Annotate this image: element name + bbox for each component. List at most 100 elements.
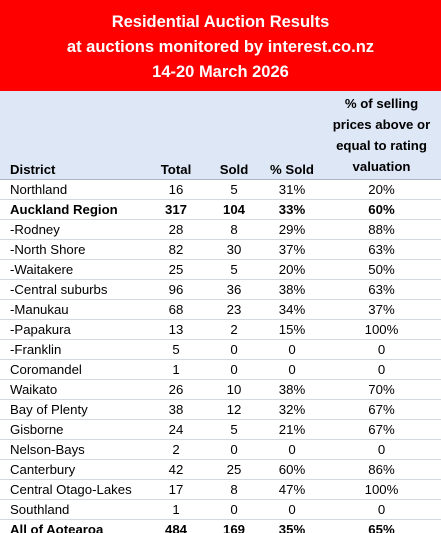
cell-pct-sold: 29%: [262, 219, 322, 240]
cell-district: -Franklin: [0, 339, 146, 360]
cell-pct-sold: 15%: [262, 319, 322, 340]
table-header-row: District Total Sold % Sold % of selling …: [0, 91, 441, 180]
cell-pct-sold: 37%: [262, 239, 322, 260]
cell-total: 96: [146, 279, 206, 300]
cell-pct-sold: 38%: [262, 379, 322, 400]
cell-pct-sold: 21%: [262, 419, 322, 440]
table-body: Northland 16 5 31% 20% Auckland Region 317 104 3…: [0, 179, 441, 533]
column-header-sold: Sold: [206, 91, 262, 180]
title-line-3: 14-20 March 2026: [152, 63, 289, 81]
cell-pct-sold: 47%: [262, 479, 322, 500]
cell-above-rating-valuation: 0: [322, 339, 441, 360]
cell-district: Coromandel: [0, 359, 146, 380]
column-header-district: District: [0, 91, 146, 180]
cell-total: 24: [146, 419, 206, 440]
cell-district: All of Aotearoa: [0, 519, 146, 533]
cell-district: Southland: [0, 499, 146, 520]
cell-total: 16: [146, 179, 206, 200]
table-row: Bay of Plenty 38 12 32% 67%: [0, 399, 441, 420]
cell-district: Bay of Plenty: [0, 399, 146, 420]
cell-sold: 25: [206, 459, 262, 480]
cell-above-rating-valuation: 20%: [322, 179, 441, 200]
header-val-line-2: prices above or: [332, 117, 431, 132]
table-row: Central Otago-Lakes 17 8 47% 100%: [0, 479, 441, 500]
cell-sold: 30: [206, 239, 262, 260]
column-header-pct-sold: % Sold: [262, 91, 322, 180]
cell-above-rating-valuation: 67%: [322, 419, 441, 440]
header-val-line-4: valuation: [352, 159, 411, 174]
cell-district: -Papakura: [0, 319, 146, 340]
cell-total: 25: [146, 259, 206, 280]
table-row: Auckland Region 317 104 33% 60%: [0, 199, 441, 220]
cell-sold: 12: [206, 399, 262, 420]
cell-district: Central Otago-Lakes: [0, 479, 146, 500]
table-row: -Franklin 5 0 0 0: [0, 339, 441, 360]
cell-sold: 36: [206, 279, 262, 300]
cell-sold: 0: [206, 499, 262, 520]
cell-sold: 104: [206, 199, 262, 220]
cell-above-rating-valuation: 70%: [322, 379, 441, 400]
cell-district: Auckland Region: [0, 199, 146, 220]
table-row: Northland 16 5 31% 20%: [0, 179, 441, 200]
table-row: -Rodney 28 8 29% 88%: [0, 219, 441, 240]
cell-sold: 10: [206, 379, 262, 400]
cell-sold: 23: [206, 299, 262, 320]
cell-district: Waikato: [0, 379, 146, 400]
cell-total: 28: [146, 219, 206, 240]
cell-total: 5: [146, 339, 206, 360]
cell-pct-sold: 35%: [262, 519, 322, 533]
header-val-line-1: % of selling: [344, 96, 419, 111]
cell-above-rating-valuation: 100%: [322, 319, 441, 340]
cell-above-rating-valuation: 65%: [322, 519, 441, 533]
cell-district: -Waitakere: [0, 259, 146, 280]
table-row: -Papakura 13 2 15% 100%: [0, 319, 441, 340]
cell-above-rating-valuation: 0: [322, 439, 441, 460]
table-row: Waikato 26 10 38% 70%: [0, 379, 441, 400]
table-row: Canterbury 42 25 60% 86%: [0, 459, 441, 480]
cell-sold: 0: [206, 439, 262, 460]
cell-total: 317: [146, 199, 206, 220]
cell-pct-sold: 38%: [262, 279, 322, 300]
column-header-total: Total: [146, 91, 206, 180]
table-row: -Waitakere 25 5 20% 50%: [0, 259, 441, 280]
cell-total: 26: [146, 379, 206, 400]
cell-pct-sold: 0: [262, 339, 322, 360]
cell-district: -North Shore: [0, 239, 146, 260]
cell-sold: 0: [206, 359, 262, 380]
table-row: Coromandel 1 0 0 0: [0, 359, 441, 380]
results-table: District Total Sold % Sold % of selling …: [0, 91, 441, 533]
cell-total: 2: [146, 439, 206, 460]
table-row: -Central suburbs 96 36 38% 63%: [0, 279, 441, 300]
cell-sold: 8: [206, 219, 262, 240]
cell-sold: 2: [206, 319, 262, 340]
cell-pct-sold: 32%: [262, 399, 322, 420]
cell-above-rating-valuation: 67%: [322, 399, 441, 420]
column-header-above-rating-valuation: % of selling prices above or equal to ra…: [322, 91, 441, 180]
table-row: Southland 1 0 0 0: [0, 499, 441, 520]
cell-above-rating-valuation: 50%: [322, 259, 441, 280]
cell-above-rating-valuation: 63%: [322, 279, 441, 300]
cell-district: Canterbury: [0, 459, 146, 480]
cell-total: 484: [146, 519, 206, 533]
cell-above-rating-valuation: 63%: [322, 239, 441, 260]
cell-total: 42: [146, 459, 206, 480]
table-row: Nelson-Bays 2 0 0 0: [0, 439, 441, 460]
cell-total: 1: [146, 499, 206, 520]
cell-above-rating-valuation: 100%: [322, 479, 441, 500]
cell-total: 17: [146, 479, 206, 500]
table-row: Gisborne 24 5 21% 67%: [0, 419, 441, 440]
cell-pct-sold: 20%: [262, 259, 322, 280]
cell-above-rating-valuation: 86%: [322, 459, 441, 480]
header-val-line-3: equal to rating: [336, 138, 427, 153]
cell-sold: 5: [206, 179, 262, 200]
table-row: All of Aotearoa 484 169 35% 65%: [0, 519, 441, 533]
cell-above-rating-valuation: 0: [322, 359, 441, 380]
cell-above-rating-valuation: 0: [322, 499, 441, 520]
title-line-2: at auctions monitored by interest.co.nz: [66, 38, 375, 56]
cell-total: 1: [146, 359, 206, 380]
cell-sold: 5: [206, 259, 262, 280]
table-row: -Manukau 68 23 34% 37%: [0, 299, 441, 320]
cell-district: -Central suburbs: [0, 279, 146, 300]
cell-pct-sold: 31%: [262, 179, 322, 200]
